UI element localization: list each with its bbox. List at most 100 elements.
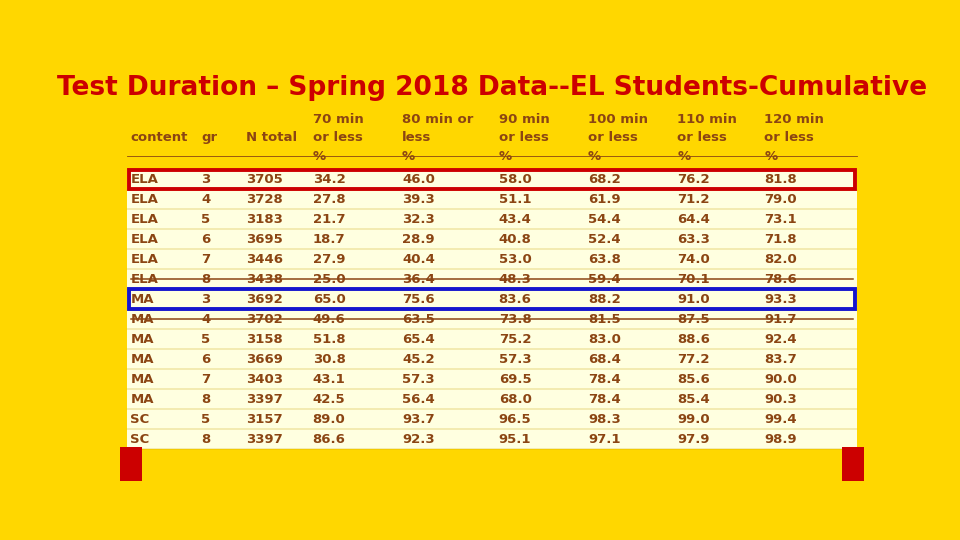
Bar [128, 409, 856, 429]
Bar [128, 249, 856, 269]
Text: 6: 6 [201, 353, 210, 366]
Text: 53.0: 53.0 [498, 253, 532, 266]
Text: 32.3: 32.3 [402, 213, 435, 226]
Text: 3403: 3403 [246, 373, 283, 386]
Text: SC: SC [131, 413, 150, 426]
Text: 43.1: 43.1 [313, 373, 346, 386]
Text: 40.8: 40.8 [498, 233, 532, 246]
Text: MA: MA [131, 373, 154, 386]
Text: 27.9: 27.9 [313, 253, 346, 266]
Text: 83.0: 83.0 [588, 333, 621, 346]
Text: 64.4: 64.4 [677, 213, 710, 226]
Text: 7: 7 [201, 373, 210, 386]
Text: 91.0: 91.0 [677, 293, 709, 306]
Text: Test Duration – Spring 2018 Data--EL Students-Cumulative: Test Duration – Spring 2018 Data--EL Stu… [57, 75, 927, 101]
Text: 80 min or: 80 min or [402, 113, 473, 126]
Text: 86.6: 86.6 [313, 433, 346, 446]
Text: MA: MA [131, 353, 154, 366]
Text: 97.9: 97.9 [677, 433, 709, 446]
Text: 42.5: 42.5 [313, 393, 346, 406]
Text: 81.8: 81.8 [764, 173, 797, 186]
Text: 43.4: 43.4 [498, 213, 532, 226]
Text: ELA: ELA [131, 253, 158, 266]
Text: 93.7: 93.7 [402, 413, 435, 426]
Bar [128, 309, 856, 329]
Text: 89.0: 89.0 [313, 413, 346, 426]
Text: 27.8: 27.8 [313, 193, 346, 206]
Text: 49.6: 49.6 [313, 313, 346, 326]
Text: 63.3: 63.3 [677, 233, 710, 246]
Text: 110 min: 110 min [677, 113, 737, 126]
Text: N total: N total [246, 131, 297, 144]
Text: 77.2: 77.2 [677, 353, 709, 366]
Text: 71.2: 71.2 [677, 193, 709, 206]
Text: 82.0: 82.0 [764, 253, 797, 266]
Text: 88.2: 88.2 [588, 293, 621, 306]
Text: 3: 3 [201, 293, 210, 306]
Text: 57.3: 57.3 [402, 373, 435, 386]
Text: 59.4: 59.4 [588, 273, 620, 286]
Text: 88.6: 88.6 [677, 333, 710, 346]
Text: MA: MA [131, 393, 154, 406]
Text: or less: or less [764, 131, 814, 144]
Text: ELA: ELA [131, 193, 158, 206]
Text: ELA: ELA [131, 173, 158, 186]
Text: 34.2: 34.2 [313, 173, 346, 186]
Text: 40.4: 40.4 [402, 253, 435, 266]
Text: 92.3: 92.3 [402, 433, 435, 446]
Text: 3728: 3728 [246, 193, 282, 206]
Text: 120 min: 120 min [764, 113, 825, 126]
Text: 8: 8 [201, 433, 210, 446]
Text: 58.0: 58.0 [498, 173, 532, 186]
Text: 6: 6 [201, 233, 210, 246]
Text: or less: or less [677, 131, 727, 144]
Text: or less: or less [498, 131, 548, 144]
Text: ELA: ELA [131, 213, 158, 226]
Text: 99.0: 99.0 [677, 413, 709, 426]
Text: 3158: 3158 [246, 333, 282, 346]
Text: 3669: 3669 [246, 353, 282, 366]
Text: 51.1: 51.1 [498, 193, 531, 206]
Bar [128, 329, 856, 349]
Text: 48.3: 48.3 [498, 273, 532, 286]
Text: 3692: 3692 [246, 293, 282, 306]
Text: or less: or less [313, 131, 363, 144]
Bar [128, 429, 856, 449]
Text: 73.8: 73.8 [498, 313, 532, 326]
Text: 99.4: 99.4 [764, 413, 797, 426]
Text: 85.4: 85.4 [677, 393, 710, 406]
Text: 98.9: 98.9 [764, 433, 797, 446]
Text: 91.7: 91.7 [764, 313, 797, 326]
Bar [128, 269, 856, 289]
Text: 3157: 3157 [246, 413, 282, 426]
Text: 3702: 3702 [246, 313, 282, 326]
Text: 68.0: 68.0 [498, 393, 532, 406]
Text: ELA: ELA [131, 273, 158, 286]
Text: 54.4: 54.4 [588, 213, 621, 226]
Text: 65.4: 65.4 [402, 333, 435, 346]
Text: 52.4: 52.4 [588, 233, 620, 246]
Text: 3: 3 [201, 173, 210, 186]
Text: 90.3: 90.3 [764, 393, 797, 406]
Text: or less: or less [588, 131, 637, 144]
Text: 25.0: 25.0 [313, 273, 346, 286]
Text: 3695: 3695 [246, 233, 282, 246]
Text: 70 min: 70 min [313, 113, 364, 126]
Text: 4: 4 [201, 193, 210, 206]
Text: 93.3: 93.3 [764, 293, 797, 306]
Text: %: % [402, 150, 415, 163]
Text: content: content [131, 131, 188, 144]
Bar [128, 349, 856, 369]
Text: %: % [498, 150, 512, 163]
Text: 51.8: 51.8 [313, 333, 346, 346]
Text: 70.1: 70.1 [677, 273, 709, 286]
Text: SC: SC [131, 433, 150, 446]
Text: 3183: 3183 [246, 213, 282, 226]
Text: 71.8: 71.8 [764, 233, 797, 246]
Text: 76.2: 76.2 [677, 173, 709, 186]
Text: 61.9: 61.9 [588, 193, 620, 206]
Text: gr: gr [201, 131, 217, 144]
Text: 65.0: 65.0 [313, 293, 346, 306]
Text: 3446: 3446 [246, 253, 283, 266]
Text: less: less [402, 131, 431, 144]
